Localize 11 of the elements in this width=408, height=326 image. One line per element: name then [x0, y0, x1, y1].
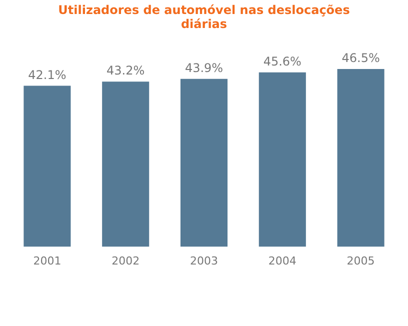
x-tick-label: 2004 — [268, 254, 296, 268]
data-label: 43.9% — [184, 61, 224, 76]
x-tick-label: 2002 — [112, 254, 140, 268]
x-tick-label: 2005 — [346, 254, 375, 268]
data-label: 42.1% — [28, 68, 66, 82]
data-label: 43.2% — [106, 64, 145, 78]
x-tick-label: 2003 — [190, 254, 218, 268]
data-label: 45.6% — [263, 54, 302, 69]
x-tick-label: 2001 — [33, 254, 62, 268]
chart-title: Utilizadores de automóvel nas deslocações diárias — [58, 3, 350, 31]
data-label: 46.5% — [342, 51, 380, 66]
